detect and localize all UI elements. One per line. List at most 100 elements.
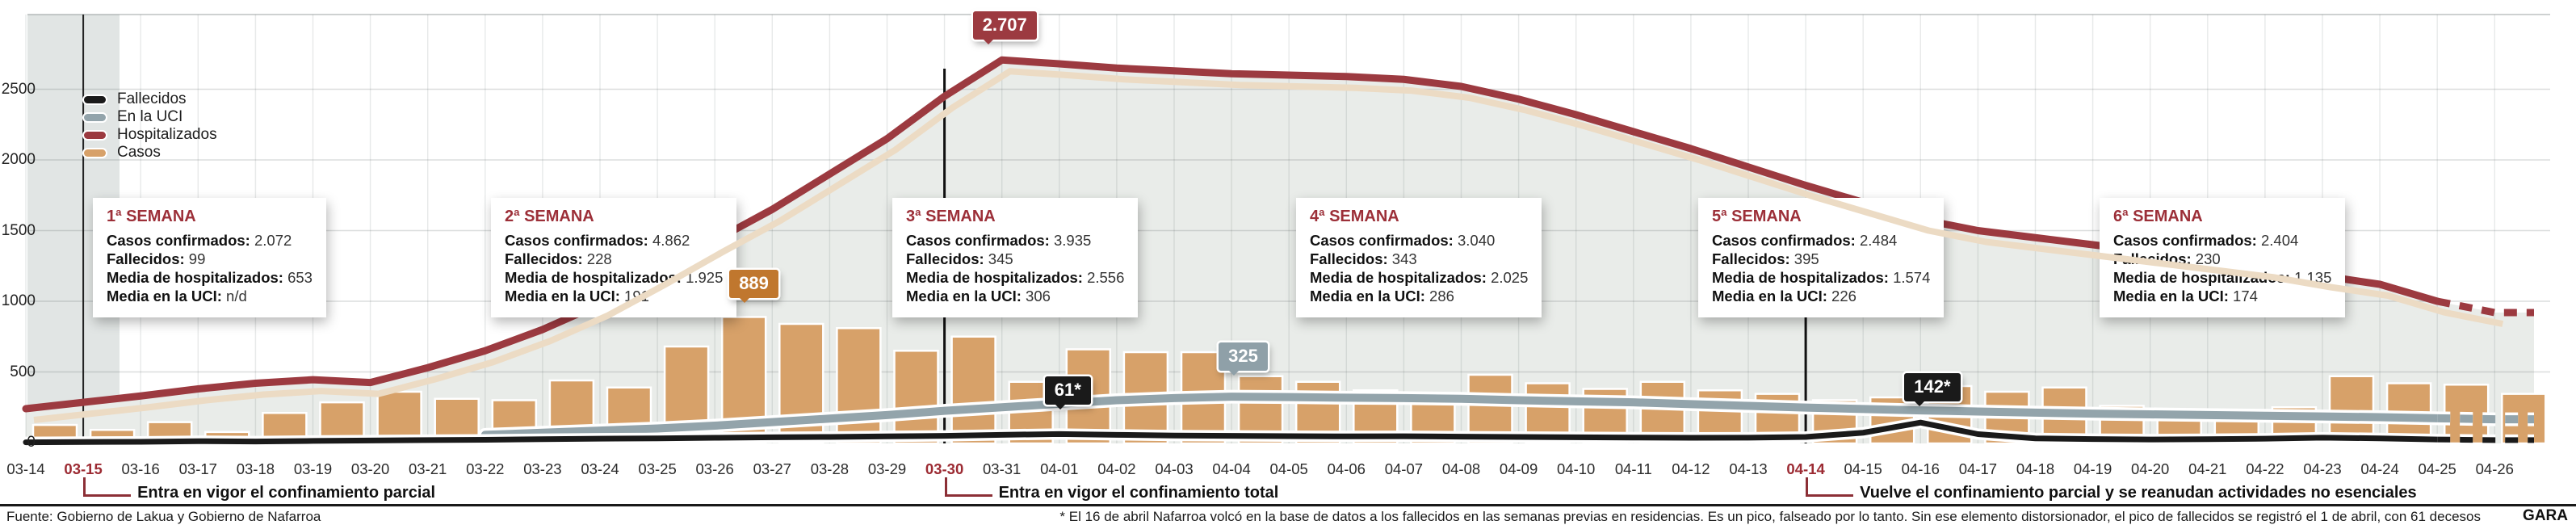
legend-label: En la UCI	[117, 108, 183, 125]
week-box-stat: Fallecidos: 345	[906, 250, 1013, 267]
callout-pointer-icon	[1227, 368, 1242, 383]
x-tick-03-19: 03-19	[293, 460, 333, 477]
legend-item: En la UCI	[84, 108, 217, 126]
y-tick-2500: 2500	[1, 80, 36, 98]
event-label: Vuelve el confinamiento parcial y se rea…	[1860, 484, 2417, 502]
bar-casos-03-28	[836, 327, 882, 445]
x-tick-04-01: 04-01	[1040, 460, 1079, 477]
x-tick-03-21: 03-21	[409, 460, 447, 477]
fallecidos-dashed-tail	[2437, 436, 2534, 443]
x-tick-04-17: 04-17	[1958, 460, 1998, 477]
week-box-stat: Casos confirmados: 2.484	[1712, 232, 1898, 249]
week-box-title: 1ª SEMANA	[107, 208, 196, 225]
legend-swatch-icon	[84, 131, 106, 139]
week-box-stat: Media de hospitalizados: 2.556	[906, 268, 1125, 286]
brand-logo: GARA	[2523, 507, 2568, 524]
callout-casos: 889	[729, 270, 778, 303]
x-tick-04-05: 04-05	[1269, 460, 1308, 477]
event-connector	[1806, 477, 1854, 497]
x-tick-03-29: 03-29	[867, 460, 907, 477]
week-box-stat: Media en la UCI: 306	[906, 287, 1051, 304]
legend-item: Fallecidos	[84, 90, 217, 108]
x-tick-04-04: 04-04	[1212, 460, 1251, 477]
week-box-stat: Casos confirmados: 2.404	[2113, 232, 2299, 249]
x-tick-03-16: 03-16	[121, 460, 160, 477]
callout-hospitalizados: 2.707	[972, 11, 1037, 44]
x-tick-04-22: 04-22	[2246, 460, 2284, 477]
week-box-title: 6ª SEMANA	[2113, 208, 2203, 225]
callout-pointer-icon	[1912, 399, 1928, 414]
x-tick-04-21: 04-21	[2188, 460, 2227, 477]
week-box-stat: Media de hospitalizados: 653	[107, 268, 313, 286]
callout-pointer-icon	[980, 37, 996, 52]
x-tick-03-30: 03-30	[925, 460, 964, 477]
week-box-stat: Media en la UCI: 286	[1310, 287, 1454, 304]
callout-pointer-icon	[1052, 402, 1068, 417]
x-tick-04-13: 04-13	[1729, 460, 1768, 477]
y-tick-0: 0	[27, 434, 36, 451]
x-tick-04-18: 04-18	[2016, 460, 2055, 477]
week-box-stat: Fallecidos: 343	[1310, 250, 1417, 267]
week-box-stat: Casos confirmados: 3.040	[1310, 232, 1496, 249]
callout-en-la-uci: 325	[1219, 342, 1268, 376]
y-tick-1500: 1500	[1, 221, 36, 239]
x-tick-03-24: 03-24	[581, 460, 619, 477]
week-box-1: 1ª SEMANA Casos confirmados: 2.072 Falleci…	[93, 198, 326, 317]
x-tick-03-27: 03-27	[753, 460, 791, 477]
callout-fallecidos: 61*	[1044, 376, 1091, 410]
x-tick-04-07: 04-07	[1384, 460, 1424, 477]
x-tick-04-08: 04-08	[1441, 460, 1481, 477]
week-box-stat: Fallecidos: 395	[1712, 250, 1819, 267]
bar-casos-03-30	[950, 335, 996, 445]
legend: Fallecidos En la UCI Hospitalizados Casos	[84, 90, 217, 162]
x-tick-04-12: 04-12	[1672, 460, 1710, 477]
x-tick-03-22: 03-22	[466, 460, 505, 477]
week-box-stat: Media de hospitalizados: 1.135	[2113, 268, 2332, 286]
week-box-stat: Media en la UCI: 191	[505, 287, 649, 304]
event-label: Entra en vigor el confinamiento parcial	[137, 484, 436, 502]
source-credit: Fuente: Gobierno de Lakua y Gobierno de …	[6, 509, 321, 524]
week-box-3: 3ª SEMANA Casos confirmados: 3.935 Falleci…	[892, 198, 1139, 317]
callout-pointer-icon	[737, 296, 753, 310]
x-tick-04-25: 04-25	[2418, 460, 2456, 477]
week-box-stat: Media de hospitalizados: 1.574	[1712, 268, 1931, 286]
week-box-stat: Fallecidos: 228	[505, 250, 612, 267]
x-tick-03-15: 03-15	[64, 460, 103, 477]
x-tick-04-24: 04-24	[2360, 460, 2399, 477]
footnote: * El 16 de abril Nafarroa volcó en la ba…	[1059, 509, 2481, 524]
x-tick-04-20: 04-20	[2131, 460, 2170, 477]
legend-swatch-icon	[84, 149, 106, 157]
x-tick-04-15: 04-15	[1844, 460, 1882, 477]
week-box-stat: Media en la UCI: 226	[1712, 287, 1856, 304]
x-tick-03-17: 03-17	[178, 460, 217, 477]
x-tick-04-23: 04-23	[2303, 460, 2342, 477]
fallecidos-line	[23, 419, 2440, 446]
x-tick-04-19: 04-19	[2073, 460, 2112, 477]
x-tick-04-06: 04-06	[1327, 460, 1366, 477]
week-box-6: 6ª SEMANA Casos confirmados: 2.404 Falleci…	[2100, 198, 2346, 317]
week-box-title: 2ª SEMANA	[505, 208, 594, 225]
x-tick-04-02: 04-02	[1097, 460, 1136, 477]
x-tick-04-09: 04-09	[1499, 460, 1538, 477]
legend-item: Hospitalizados	[84, 126, 217, 144]
legend-label: Hospitalizados	[117, 126, 217, 143]
x-tick-04-16: 04-16	[1901, 460, 1940, 477]
week-box-4: 4ª SEMANA Casos confirmados: 3.040 Falleci…	[1296, 198, 1542, 317]
x-tick-04-03: 04-03	[1155, 460, 1194, 477]
x-tick-03-25: 03-25	[638, 460, 677, 477]
week-box-stat: Fallecidos: 99	[107, 250, 206, 267]
week-box-stat: Casos confirmados: 3.935	[906, 232, 1092, 249]
x-tick-03-28: 03-28	[810, 460, 850, 477]
x-tick-04-14: 04-14	[1786, 460, 1825, 477]
y-tick-1000: 1000	[1, 292, 36, 309]
event-label: Entra en vigor el confinamiento total	[998, 484, 1279, 502]
x-tick-03-20: 03-20	[350, 460, 390, 477]
legend-label: Casos	[117, 144, 161, 161]
x-tick-03-26: 03-26	[695, 460, 734, 477]
week-box-5: 5ª SEMANA Casos confirmados: 2.484 Falleci…	[1698, 198, 1945, 317]
footer-divider	[0, 504, 2576, 506]
legend-swatch-icon	[84, 95, 106, 103]
event-connector	[944, 477, 992, 497]
week-box-stat: Media de hospitalizados: 1.925	[505, 268, 724, 286]
